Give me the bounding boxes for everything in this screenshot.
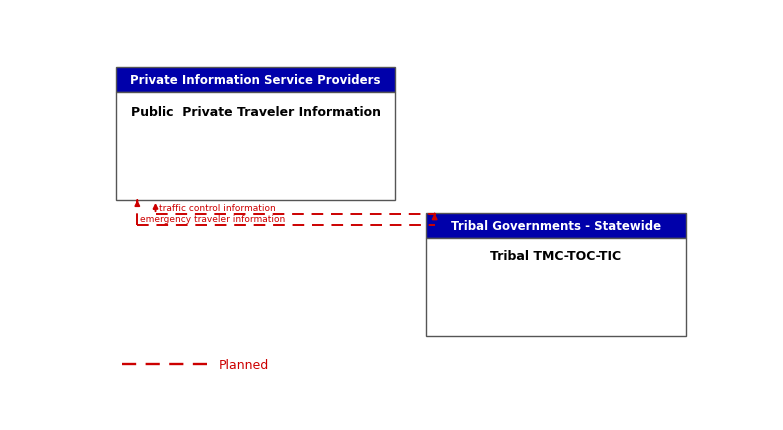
Text: emergency traveler information: emergency traveler information [140,215,286,224]
Text: traffic control information: traffic control information [158,204,276,213]
Bar [426,214,687,239]
Text: Private Information Service Providers: Private Information Service Providers [131,74,381,87]
Bar [116,68,395,93]
Text: Tribal TMC-TOC-TIC: Tribal TMC-TOC-TIC [490,250,622,263]
Bar [116,93,395,200]
Text: Public  Private Traveler Information: Public Private Traveler Information [131,106,381,119]
Bar [426,239,687,336]
Text: Planned: Planned [219,358,269,371]
Text: Tribal Governments - Statewide: Tribal Governments - Statewide [451,220,661,233]
